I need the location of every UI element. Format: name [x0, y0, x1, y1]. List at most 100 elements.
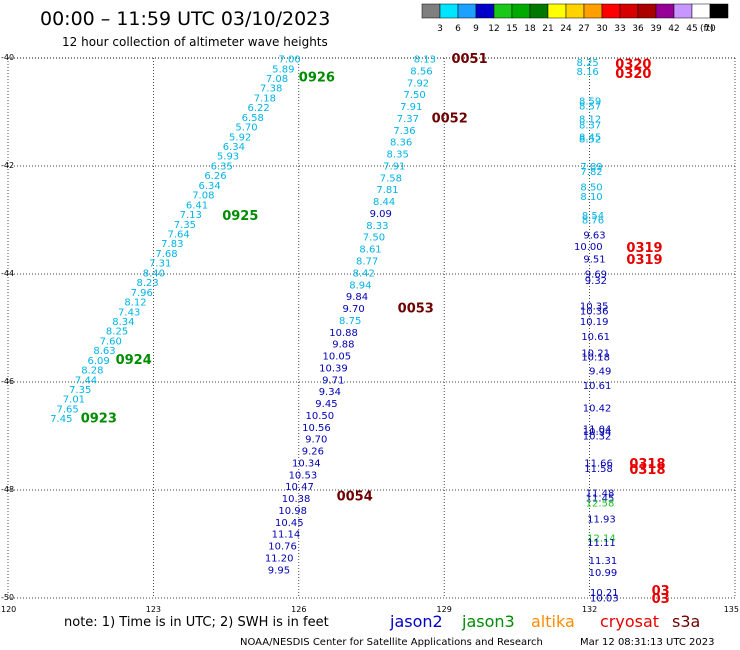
- footer-credit: NOAA/NESDIS Center for Satellite Applica…: [240, 637, 543, 648]
- swh-value-label: 8.44: [373, 197, 395, 208]
- swh-value-label: 8.10: [580, 192, 602, 203]
- satellite-legend-cryosat: cryosat: [600, 612, 659, 631]
- swh-value-label: 8.35: [387, 150, 409, 161]
- swh-value-label: 7.18: [254, 93, 276, 104]
- legend-swatch: [457, 3, 477, 19]
- swh-value-label: 6.26: [204, 171, 226, 182]
- swh-value-label: 9.09: [370, 209, 392, 220]
- x-tick-label: 135: [724, 605, 739, 614]
- swh-value-label: 10.99: [589, 568, 618, 579]
- swh-value-label: 7.13: [180, 210, 202, 221]
- swh-value-label: 8.34: [112, 317, 134, 328]
- swh-value-label: 10.36: [580, 307, 609, 318]
- satellite-legend-s3a: s3a: [672, 612, 700, 631]
- pass-time-label: 0318: [629, 457, 665, 472]
- swh-value-label: 9.26: [302, 447, 324, 458]
- legend-swatch: [619, 3, 639, 19]
- pass-time-label: 0923: [81, 412, 117, 427]
- swh-value-label: 11.04: [583, 424, 612, 435]
- legend-bin-label: 24: [560, 24, 572, 34]
- x-tick-label: 123: [146, 605, 161, 614]
- swh-value-label: 10.00: [574, 242, 603, 253]
- swh-value-label: 9.34: [319, 387, 341, 398]
- swh-value-label: 7.36: [393, 126, 415, 137]
- legend-swatch: [673, 3, 693, 19]
- satellite-legend: jason2 jason3 altika cryosat s3a: [389, 612, 700, 631]
- swh-value-label: 8.25: [577, 58, 599, 69]
- swh-value-label: 8.59: [579, 97, 601, 108]
- swh-value-label: 9.70: [342, 304, 364, 315]
- swh-value-label: 10.56: [302, 423, 331, 434]
- swh-value-label: 10.34: [292, 458, 321, 469]
- swh-value-label: 10.76: [268, 542, 297, 553]
- swh-value-label: 9.84: [346, 292, 368, 303]
- swh-value-label: 7.82: [580, 167, 602, 178]
- swh-value-label: 10.35: [580, 301, 609, 312]
- swh-value-label: 9.70: [305, 435, 327, 446]
- swh-value-label: 8.77: [356, 257, 378, 268]
- swh-value-label: 7.01: [63, 395, 85, 406]
- latitude-tick-labels: -40 -42 -44 -46 -48 -50: [1, 53, 14, 602]
- swh-value-label: 8.52: [579, 134, 601, 145]
- swh-value-label: 10.61: [581, 332, 610, 343]
- swh-value-label: 10.05: [323, 352, 352, 363]
- swh-value-label: 9.63: [583, 231, 605, 242]
- legend-swatch: [709, 3, 729, 19]
- pass-time-label: 0318: [629, 463, 665, 478]
- swh-value-label: 8.61: [359, 245, 381, 256]
- swh-value-label: 10.42: [583, 403, 612, 414]
- x-tick-label: 120: [1, 605, 16, 614]
- swh-value-label: 5.89: [272, 64, 294, 75]
- y-tick-label: -48: [1, 485, 14, 494]
- swh-value-label: 7.43: [118, 307, 140, 318]
- swh-value-label: 9.49: [589, 367, 611, 378]
- swh-value-label: 9.95: [268, 565, 290, 576]
- legend-swatch: [475, 3, 495, 19]
- pass-time-label: 0320: [615, 67, 651, 82]
- swh-value-label: 6.34: [199, 181, 221, 192]
- swh-value-label: 8.16: [577, 67, 599, 78]
- swh-value-label: 10.39: [319, 363, 348, 374]
- swh-value-label: 7.81: [376, 185, 398, 196]
- pass-time-label: 0051: [451, 52, 487, 67]
- lat-lon-grid: [7, 57, 736, 599]
- pass-time-label: 0054: [337, 489, 373, 504]
- legend-swatch: [493, 3, 513, 19]
- swh-value-label: 7.45: [50, 414, 72, 425]
- legend-swatch: [691, 3, 711, 19]
- swh-value-label: 10.50: [306, 411, 335, 422]
- legend-bin-label: 33: [614, 24, 625, 34]
- swh-value-label: 9.32: [585, 276, 607, 287]
- x-tick-label: 129: [437, 605, 452, 614]
- swh-value-label: 8.36: [390, 138, 412, 149]
- swh-value-label: 7.08: [266, 74, 288, 85]
- pass-time-label: 0053: [398, 301, 434, 316]
- pass-time-label: 03: [652, 584, 670, 599]
- swh-value-label: 8.40: [143, 268, 165, 279]
- swh-value-label: 7.91: [400, 102, 422, 113]
- swh-value-label: 11.93: [587, 515, 616, 526]
- chart-title: 00:00 – 11:59 UTC 03/10/2023: [40, 8, 330, 30]
- swh-value-label: 6.41: [186, 200, 208, 211]
- swh-value-label: 8.54: [582, 211, 604, 222]
- legend-swatch: [547, 3, 567, 19]
- swh-value-label: 12.58: [586, 498, 615, 509]
- swh-value-label: 9.51: [583, 254, 605, 265]
- swh-value-label: 5.70: [235, 123, 257, 134]
- swh-value-label: 7.64: [167, 230, 189, 241]
- swh-value-label: 8.75: [339, 316, 361, 327]
- swh-value-label: 10.53: [289, 470, 318, 481]
- pass-time-label: 0320: [615, 57, 651, 72]
- swh-value-label: 7.44: [75, 375, 97, 386]
- swh-value-label: 8.56: [410, 66, 432, 77]
- swh-value-label: 5.92: [229, 132, 251, 143]
- x-tick-label: 126: [291, 605, 306, 614]
- swh-value-label: 11.58: [584, 464, 613, 475]
- swh-value-label: 7.37: [397, 114, 419, 125]
- legend-bin-label: 27: [578, 24, 589, 34]
- pass-time-label: 0319: [626, 253, 662, 268]
- legend-bin-label: 39: [650, 24, 662, 34]
- swh-value-label: 8.25: [106, 327, 128, 338]
- swh-value-label: 6.34: [223, 142, 245, 153]
